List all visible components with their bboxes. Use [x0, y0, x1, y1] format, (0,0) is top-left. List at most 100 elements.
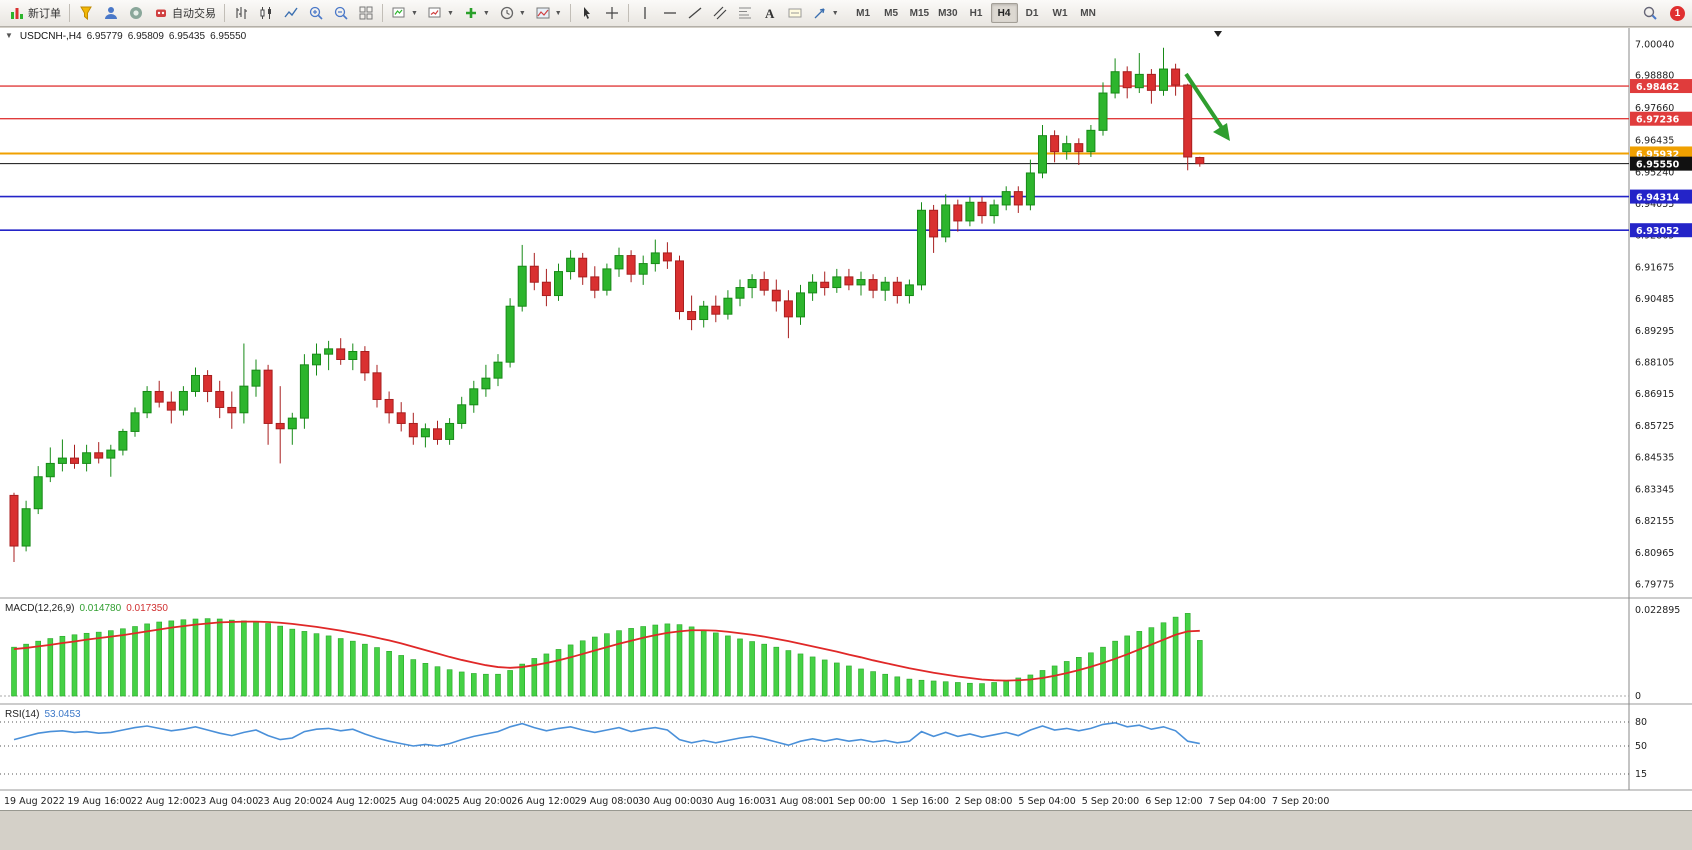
svg-text:2 Sep 08:00: 2 Sep 08:00: [955, 796, 1012, 807]
add-indicator-button[interactable]: ▼: [459, 2, 494, 24]
zoom-out-button[interactable]: [329, 2, 353, 24]
rsi-value: 53.0453: [44, 709, 81, 720]
svg-text:80: 80: [1635, 717, 1647, 728]
horizontal-line-button[interactable]: [658, 2, 682, 24]
price-chart[interactable]: 7.00040 6.98880 6.97660 6.96435 6.95240 6.940…: [0, 28, 1692, 810]
svg-text:6.83345: 6.83345: [1635, 484, 1674, 495]
notification-badge[interactable]: 1: [1670, 5, 1685, 21]
svg-text:19 Aug 2022: 19 Aug 2022: [4, 796, 65, 807]
svg-text:6.90485: 6.90485: [1635, 294, 1674, 305]
ohlc-low: 6.95435: [168, 31, 206, 42]
timeframe-w1[interactable]: W1: [1052, 7, 1068, 19]
fibonacci-button[interactable]: [733, 2, 757, 24]
chart-profile-icon: [428, 7, 441, 18]
svg-text:19 Aug 16:00: 19 Aug 16:00: [67, 796, 131, 807]
timeframe-mn[interactable]: MN: [1080, 7, 1096, 19]
chevron-down-icon: ▼: [554, 9, 562, 17]
svg-text:25 Aug 04:00: 25 Aug 04:00: [384, 796, 448, 807]
tile-windows-icon: [359, 6, 373, 20]
timeframe-m30[interactable]: M30: [938, 7, 958, 19]
template-menu-button[interactable]: ▼: [531, 2, 566, 24]
svg-text:24 Aug 12:00: 24 Aug 12:00: [321, 796, 385, 807]
shapes-menu-button[interactable]: ▼: [808, 2, 843, 24]
auto-trading-button[interactable]: 自动交易: [149, 2, 220, 24]
new-chart-button[interactable]: ▼: [387, 2, 422, 24]
toolbar-separator: [627, 4, 629, 22]
community-button[interactable]: [124, 2, 148, 24]
chart-menu-icon[interactable]: ▼: [5, 31, 13, 40]
svg-text:6.94055: 6.94055: [1635, 199, 1674, 210]
toolbar-right: 1: [1638, 2, 1687, 24]
vertical-line-button[interactable]: [633, 2, 657, 24]
chart-header: ▼ USDCNH-,H4 6.95779 6.95809 6.95435 6.9…: [5, 31, 246, 42]
candlestick-chart-icon: [260, 7, 271, 19]
new-order-label: 新订单: [28, 8, 61, 20]
svg-text:5 Sep 20:00: 5 Sep 20:00: [1082, 796, 1139, 807]
macd-main-value: 0.014780: [79, 603, 122, 614]
timeframe-h1[interactable]: H1: [969, 7, 983, 19]
vertical-line-icon: [644, 7, 646, 19]
svg-text:6.97236: 6.97236: [1636, 115, 1680, 126]
crosshair-button[interactable]: [600, 2, 624, 24]
svg-text:6.91675: 6.91675: [1635, 262, 1674, 273]
svg-text:6.86915: 6.86915: [1635, 389, 1674, 400]
text-tool-icon: A: [764, 5, 775, 21]
cursor-icon: [583, 7, 590, 19]
auto-trading-label: 自动交易: [172, 8, 216, 20]
fibonacci-icon: [738, 7, 751, 19]
rsi-name: RSI(14): [5, 709, 40, 720]
text-button[interactable]: A: [758, 2, 782, 24]
trendline-icon: [688, 7, 702, 19]
text-label-button[interactable]: [783, 2, 807, 24]
new-order-button[interactable]: 新订单: [5, 2, 65, 24]
svg-text:6.98462: 6.98462: [1636, 82, 1679, 93]
timeframe-h4[interactable]: H4: [990, 3, 1018, 23]
tile-windows-button[interactable]: [354, 2, 378, 24]
horizontal-line-icon: [663, 12, 676, 14]
main-toolbar: 新订单 自动交易: [0, 0, 1692, 27]
chevron-down-icon: ▼: [831, 9, 839, 17]
channel-button[interactable]: [708, 2, 732, 24]
svg-text:15: 15: [1635, 769, 1647, 780]
toolbar-separator: [382, 4, 383, 22]
timeframe-group: M1 M5 M15 M30 H1 H4 D1 W1 MN: [850, 3, 1102, 23]
search-button[interactable]: [1638, 2, 1662, 24]
svg-text:26 Aug 12:00: 26 Aug 12:00: [511, 796, 575, 807]
trendline-button[interactable]: [683, 2, 707, 24]
chevron-down-icon: ▼: [411, 9, 418, 17]
svg-text:23 Aug 04:00: 23 Aug 04:00: [194, 796, 258, 807]
zoom-in-icon: [309, 6, 323, 20]
template-icon: [536, 7, 550, 19]
robot-icon: [156, 9, 166, 17]
svg-text:6.89295: 6.89295: [1635, 326, 1674, 337]
svg-text:31 Aug 08:00: 31 Aug 08:00: [765, 796, 829, 807]
svg-text:6.82155: 6.82155: [1635, 516, 1674, 527]
plus-icon: [465, 8, 476, 18]
new-order-icon: [11, 8, 23, 19]
bar-chart-button[interactable]: [229, 2, 253, 24]
svg-text:22 Aug 12:00: 22 Aug 12:00: [131, 796, 195, 807]
svg-text:5 Sep 04:00: 5 Sep 04:00: [1018, 796, 1075, 807]
svg-text:29 Aug 08:00: 29 Aug 08:00: [575, 796, 639, 807]
svg-text:6.85725: 6.85725: [1635, 421, 1674, 432]
candlestick-chart-button[interactable]: [254, 2, 278, 24]
svg-text:7 Sep 20:00: 7 Sep 20:00: [1272, 796, 1329, 807]
zoom-in-button[interactable]: [304, 2, 328, 24]
timeframe-d1[interactable]: D1: [1025, 7, 1039, 19]
timeframe-menu-button[interactable]: ▼: [495, 2, 530, 24]
timeframe-m5[interactable]: M5: [884, 7, 899, 19]
svg-text:6.95932: 6.95932: [1636, 149, 1679, 160]
quick-deposit-button[interactable]: [74, 2, 98, 24]
timeframe-m1[interactable]: M1: [856, 7, 871, 19]
cursor-button[interactable]: [575, 2, 599, 24]
svg-text:6.98880: 6.98880: [1635, 70, 1674, 81]
profile-button[interactable]: [99, 2, 123, 24]
timeframe-m15[interactable]: M15: [909, 7, 930, 19]
chart-area[interactable]: 7.00040 6.98880 6.97660 6.96435 6.95240 6.940…: [0, 28, 1692, 810]
globe-icon: [130, 7, 142, 19]
chart-profiles-button[interactable]: ▼: [423, 2, 458, 24]
svg-text:6.96435: 6.96435: [1635, 136, 1674, 147]
svg-text:30 Aug 00:00: 30 Aug 00:00: [638, 796, 702, 807]
line-chart-button[interactable]: [279, 2, 303, 24]
svg-text:6.93052: 6.93052: [1636, 226, 1679, 237]
